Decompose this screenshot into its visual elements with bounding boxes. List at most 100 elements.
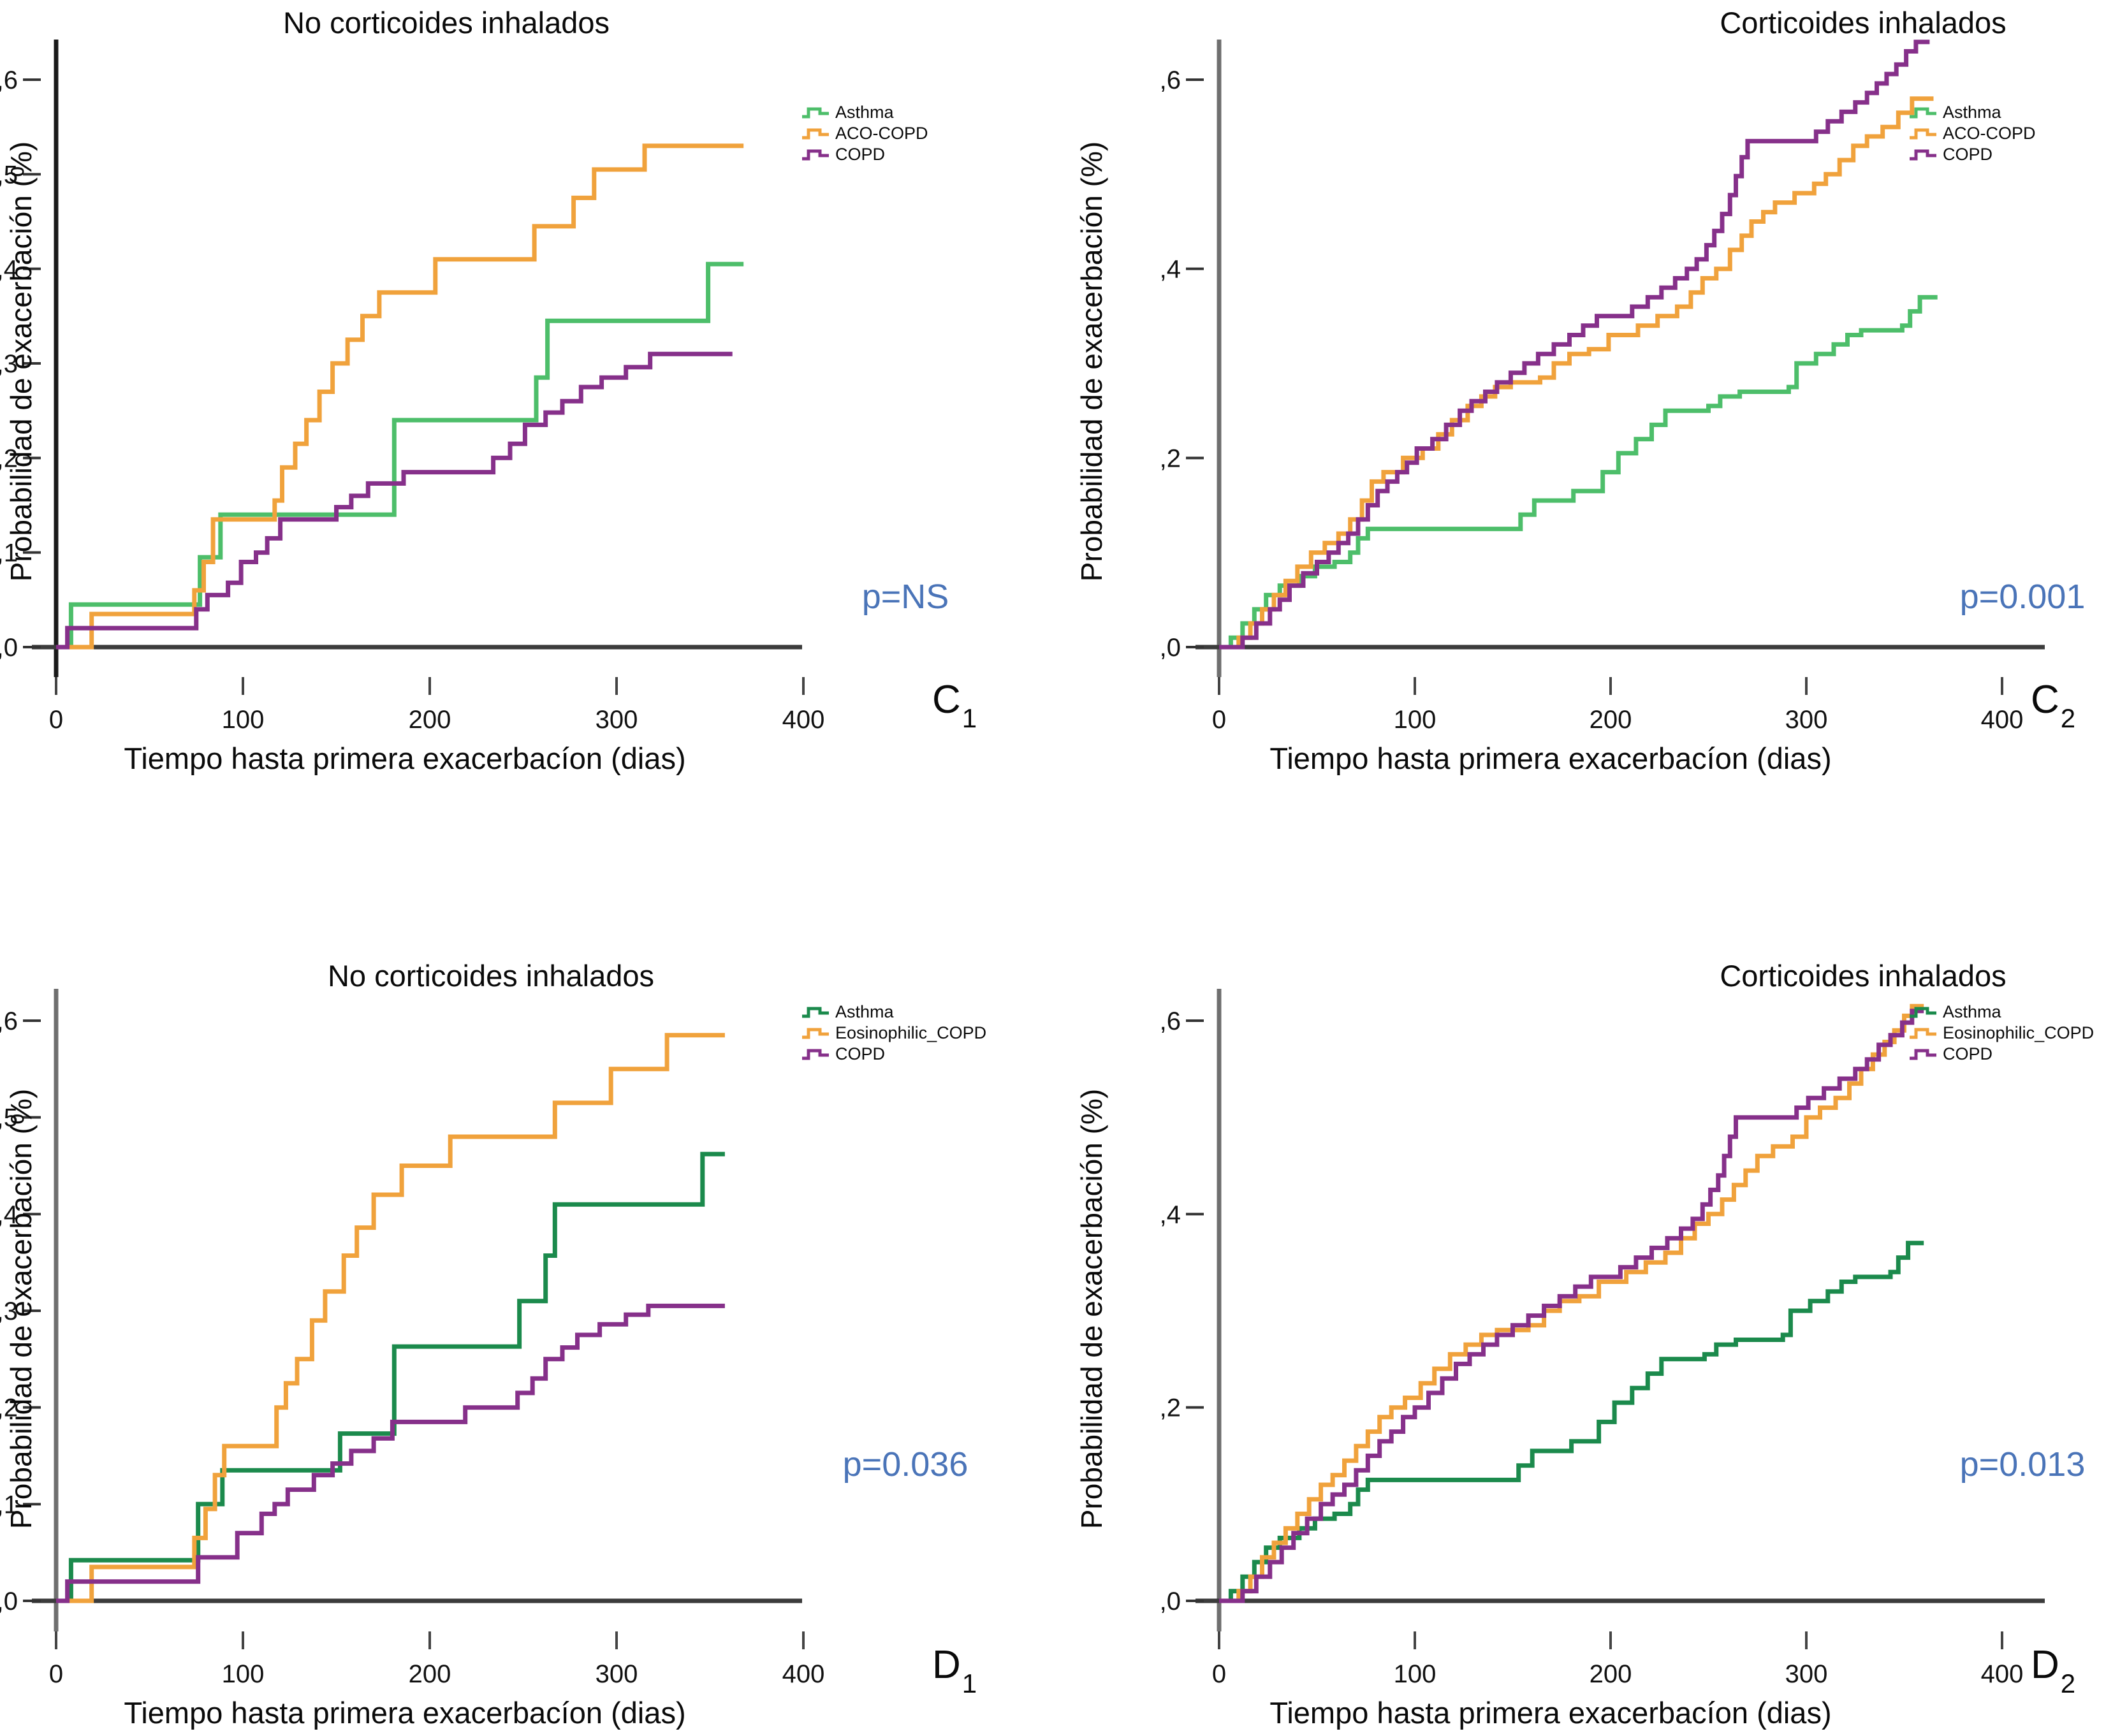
step-line-icon [802, 1007, 829, 1018]
panel-c2: ,0 ,2 ,4 ,6 0 100 200 300 400 Corticoides inhala… [1056, 0, 2113, 868]
y-axis-label: Probabilidad de exacerbación (%) [1075, 1088, 1108, 1529]
panel-label: D1 [932, 1643, 977, 1699]
x-tick-label: 0 [49, 706, 63, 734]
legend-item: COPD [1908, 144, 2036, 165]
y-tick-label: ,2 [0, 444, 18, 472]
step-line-icon [802, 1028, 829, 1039]
series-line-asthma [1219, 295, 1938, 650]
x-tick-label: 300 [1785, 1660, 1828, 1688]
series-line-eosinophilic_copd [56, 1033, 725, 1603]
step-line-icon [802, 149, 829, 160]
x-tick-label: 400 [782, 706, 825, 734]
x-tick-label: 200 [1590, 706, 1632, 734]
y-tick-label: ,0 [0, 634, 18, 662]
legend-item: Eosinophilic_COPD [801, 1023, 986, 1044]
legend-item: COPD [801, 144, 928, 165]
panel-label: C1 [932, 678, 977, 734]
x-tick-label: 0 [1212, 706, 1226, 734]
y-tick-label: ,4 [0, 256, 18, 284]
x-tick-label: 100 [1394, 1660, 1437, 1688]
y-tick-label: ,5 [0, 1104, 18, 1132]
y-axis-label: Probabilidad de exacerbación (%) [4, 141, 38, 582]
legend-label: COPD [835, 145, 886, 164]
step-line-icon [1910, 1049, 1936, 1060]
x-tick-label: 300 [596, 1660, 638, 1688]
legend-item: Asthma [801, 102, 928, 123]
x-tick-label: 0 [1212, 1660, 1226, 1688]
y-tick-label: ,4 [1160, 256, 1181, 284]
legend: Asthma Eosinophilic_COPD COPD [1908, 1002, 2094, 1065]
step-line-icon [802, 1049, 829, 1060]
legend-item: ACO-COPD [801, 123, 928, 144]
legend-label: COPD [835, 1044, 886, 1063]
y-tick-label: ,0 [0, 1587, 18, 1616]
legend-label: Eosinophilic_COPD [835, 1023, 987, 1042]
legend-item: Asthma [1908, 1002, 2094, 1023]
series-line-copd [1219, 40, 1930, 650]
legend-label: Asthma [835, 103, 894, 122]
panel-title: Corticoides inhalados [1720, 959, 2007, 993]
x-tick-label: 0 [49, 1660, 63, 1688]
y-tick-label: ,5 [0, 161, 18, 189]
y-tick-label: ,2 [1160, 1394, 1181, 1422]
x-tick-label: 300 [596, 706, 638, 734]
legend-label: COPD [1943, 1044, 1993, 1063]
legend-item: COPD [1908, 1044, 2094, 1065]
x-axis-label: Tiempo hasta primera exacerbacíon (dias) [124, 1696, 686, 1730]
p-value: p=0.001 [1959, 578, 2086, 616]
legend: Asthma Eosinophilic_COPD COPD [801, 1002, 986, 1065]
legend-label: Asthma [835, 1002, 894, 1021]
series-line-aco-copd [56, 143, 744, 650]
y-tick-label: ,6 [0, 66, 18, 94]
y-tick-label: ,3 [0, 1297, 18, 1325]
step-line-icon [802, 107, 829, 118]
y-tick-label: ,6 [1160, 66, 1181, 94]
km-plot-c2: ,0 ,2 ,4 ,6 0 100 200 300 400 [1160, 40, 2045, 734]
km-plot-c1: ,0 ,1 ,2 ,3 ,4 ,5 ,6 0 100 200 300 400 [0, 40, 825, 734]
panel-d2: ,0 ,2 ,4 ,6 0 100 200 300 400 Corticoides inhala… [1056, 868, 2113, 1735]
legend-label: ACO-COPD [1943, 124, 2036, 143]
panel-title: No corticoides inhalados [282, 6, 610, 40]
km-plot-d2: ,0 ,2 ,4 ,6 0 100 200 300 400 [1160, 989, 2045, 1688]
legend-item: Asthma [801, 1002, 986, 1023]
y-tick-label: ,1 [0, 1491, 18, 1519]
legend-item: Eosinophilic_COPD [1908, 1023, 2094, 1044]
series-line-copd [56, 1303, 725, 1603]
x-axis-label: Tiempo hasta primera exacerbacíon (dias) [1269, 741, 1832, 775]
series-line-copd [1219, 1009, 1924, 1603]
series-line-asthma [56, 1151, 725, 1603]
x-tick-label: 400 [782, 1660, 825, 1688]
x-tick-label: 400 [1981, 706, 2024, 734]
p-value: p=0.036 [842, 1445, 969, 1484]
step-line-icon [1910, 149, 1936, 160]
legend-label: Eosinophilic_COPD [1943, 1023, 2095, 1042]
legend-label: Asthma [1943, 103, 2001, 122]
y-tick-label: ,3 [0, 350, 18, 378]
y-tick-label: ,0 [1160, 1587, 1181, 1616]
legend: Asthma ACO-COPD COPD [801, 102, 928, 165]
step-line-icon [1910, 107, 1936, 118]
y-axis-label: Probabilidad de exacerbación (%) [4, 1088, 38, 1529]
panel-d1: ,0 ,1 ,2 ,3 ,4 ,5 ,6 0 100 200 300 400 No corticoid… [0, 868, 1056, 1735]
panel-label: D2 [2031, 1643, 2076, 1699]
legend: Asthma ACO-COPD COPD [1908, 102, 2036, 165]
step-line-icon [802, 128, 829, 139]
x-tick-label: 300 [1785, 706, 1828, 734]
y-tick-label: ,6 [0, 1007, 18, 1035]
x-tick-label: 200 [409, 706, 451, 734]
x-tick-label: 400 [1981, 1660, 2024, 1688]
panel-title: No corticoides inhalados [327, 959, 655, 993]
p-value: p=0.013 [1959, 1445, 2086, 1484]
x-tick-label: 100 [222, 706, 265, 734]
legend-item: Asthma [1908, 102, 2036, 123]
series-line-aco-copd [1219, 96, 1934, 650]
y-tick-label: ,4 [1160, 1200, 1181, 1229]
x-tick-label: 100 [222, 1660, 265, 1688]
panel-c1: ,0 ,1 ,2 ,3 ,4 ,5 ,6 0 100 200 300 400 No corticoid… [0, 0, 1056, 868]
p-value: p=NS [861, 578, 949, 616]
step-line-icon [1910, 1007, 1936, 1018]
step-line-icon [1910, 128, 1936, 139]
step-line-icon [1910, 1028, 1936, 1039]
x-tick-label: 200 [409, 1660, 451, 1688]
legend-label: ACO-COPD [835, 124, 928, 143]
